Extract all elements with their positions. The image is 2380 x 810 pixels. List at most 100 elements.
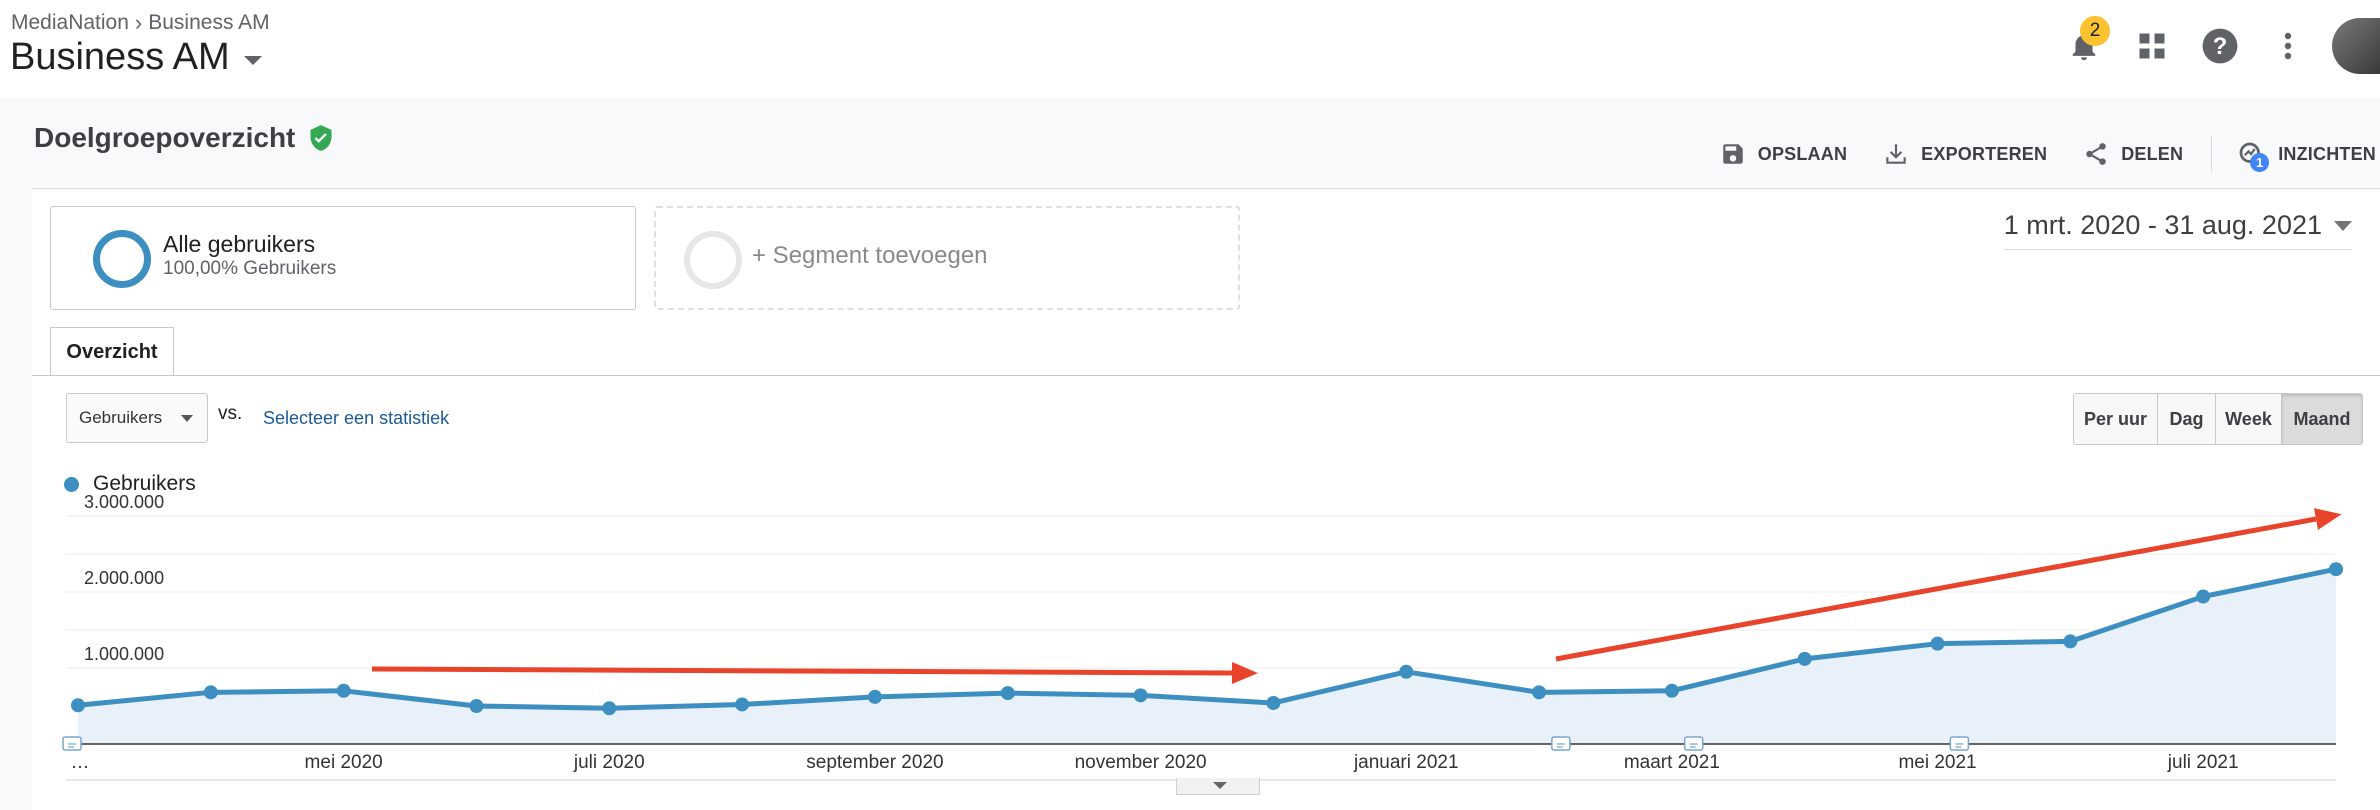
x-tick-label: maart 2021 bbox=[1624, 752, 1720, 773]
more-vert-icon bbox=[2284, 32, 2292, 60]
apps-grid-icon bbox=[2139, 33, 2165, 59]
share-icon bbox=[2086, 143, 2106, 165]
insights-label: INZICHTEN bbox=[2278, 143, 2376, 164]
segment-ring-icon bbox=[93, 230, 151, 288]
empty-segment-ring-icon bbox=[684, 231, 742, 289]
breadcrumb-org[interactable]: MediaNation bbox=[11, 11, 129, 34]
verified-shield-icon bbox=[310, 125, 332, 151]
notification-count-badge: 2 bbox=[2080, 16, 2110, 46]
more-button[interactable] bbox=[2260, 18, 2316, 74]
data-point bbox=[602, 701, 617, 716]
legend-series-label: Gebruikers bbox=[93, 472, 196, 495]
area-fill bbox=[78, 569, 2336, 744]
data-point bbox=[1664, 683, 1679, 698]
avatar[interactable] bbox=[2332, 18, 2380, 74]
insights-button[interactable]: 1 INZICHTEN bbox=[2236, 139, 2376, 172]
save-icon bbox=[1723, 144, 1743, 164]
x-tick-label: … bbox=[71, 752, 90, 773]
save-label: OPSLAAN bbox=[1757, 143, 1848, 164]
header-icons: 2 ? bbox=[2044, 16, 2380, 74]
export-label: EXPORTEREN bbox=[1921, 143, 2048, 164]
y-tick-label: 1.000.000 bbox=[84, 644, 164, 664]
granularity-hourly-button[interactable]: Per uur bbox=[2074, 394, 2158, 444]
granularity-month-button[interactable]: Maand bbox=[2282, 394, 2362, 444]
data-point bbox=[2196, 589, 2211, 604]
data-point bbox=[71, 698, 85, 713]
notifications-button[interactable]: 2 bbox=[2056, 16, 2112, 74]
report-actions: OPSLAAN EXPORTEREN DELEN 1 INZICHTEN bbox=[1684, 136, 2376, 172]
x-tick-label: mei 2020 bbox=[305, 752, 383, 773]
select-statistic-link[interactable]: Selecteer een statistiek bbox=[263, 408, 450, 428]
segment-name: Alle gebruikers bbox=[163, 231, 316, 257]
segment-percentage: 100,00% Gebruikers bbox=[163, 258, 337, 279]
top-header: MediaNation › Business AM Business AM 2 … bbox=[0, 0, 2380, 98]
flat-trend-arrow bbox=[371, 666, 1233, 676]
flat-trend-arrow-head bbox=[1231, 662, 1258, 684]
y-tick-label: 2.000.000 bbox=[84, 568, 164, 588]
help-icon: ? bbox=[2202, 28, 2238, 64]
chart-expand-handle[interactable] bbox=[1176, 778, 1260, 795]
share-button[interactable]: DELEN bbox=[2083, 141, 2183, 167]
granularity-day-button[interactable]: Dag bbox=[2158, 394, 2216, 444]
data-point bbox=[2329, 562, 2343, 577]
divider bbox=[2211, 136, 2213, 172]
data-point bbox=[1000, 686, 1015, 701]
data-point bbox=[1399, 664, 1414, 679]
rising-trend-arrow-head bbox=[2314, 508, 2342, 530]
data-point bbox=[336, 683, 351, 698]
insights-icon: 1 bbox=[2236, 139, 2270, 172]
data-point bbox=[1930, 636, 1945, 651]
legend-dot bbox=[64, 476, 79, 492]
x-tick-label: november 2020 bbox=[1075, 752, 1207, 773]
metric-select-value: Gebruikers bbox=[79, 408, 163, 427]
breadcrumb-property[interactable]: Business AM bbox=[148, 11, 270, 34]
add-segment-button[interactable]: + Segment toevoegen bbox=[654, 206, 1240, 310]
data-point bbox=[1532, 685, 1547, 700]
annotation-marker-lines bbox=[1689, 743, 1698, 748]
x-tick-label: mei 2021 bbox=[1898, 752, 1976, 773]
x-tick-label: januari 2021 bbox=[1353, 752, 1459, 773]
data-point bbox=[2063, 634, 2078, 649]
tab-overview[interactable]: Overzicht bbox=[50, 327, 174, 376]
add-segment-label: + Segment toevoegen bbox=[752, 242, 988, 269]
date-range-label: 1 mrt. 2020 - 31 aug. 2021 bbox=[2003, 210, 2322, 240]
divider bbox=[32, 375, 2380, 376]
segment-card-all-users[interactable]: Alle gebruikers 100,00% Gebruikers bbox=[50, 206, 636, 310]
data-point bbox=[203, 685, 218, 700]
save-button[interactable]: OPSLAAN bbox=[1720, 141, 1847, 167]
account-selector[interactable]: Business AM bbox=[10, 36, 262, 79]
annotation-marker-lines bbox=[1955, 743, 1964, 748]
annotation-marker-lines bbox=[1556, 743, 1565, 748]
series-line bbox=[77, 566, 2337, 711]
help-button[interactable]: ? bbox=[2192, 18, 2248, 74]
account-title: Business AM bbox=[10, 36, 230, 78]
svg-text:?: ? bbox=[2213, 33, 2228, 60]
data-point bbox=[735, 697, 750, 712]
granularity-toggle: Per uur Dag Week Maand bbox=[2073, 393, 2363, 445]
granularity-week-button[interactable]: Week bbox=[2216, 394, 2282, 444]
insights-count-badge: 1 bbox=[2250, 153, 2270, 172]
x-tick-label: september 2020 bbox=[806, 752, 943, 773]
breadcrumb: MediaNation › Business AM bbox=[11, 10, 270, 36]
apps-button[interactable] bbox=[2124, 18, 2180, 74]
share-label: DELEN bbox=[2121, 143, 2184, 164]
caret-down-icon bbox=[243, 56, 262, 65]
data-point bbox=[1797, 651, 1812, 666]
data-point bbox=[867, 689, 882, 704]
page-title: Doelgroepoverzicht bbox=[34, 122, 296, 153]
report-header: Doelgroepoverzicht bbox=[34, 122, 335, 154]
x-tick-label: juli 2021 bbox=[2167, 752, 2239, 773]
vs-label: vs. bbox=[218, 403, 243, 424]
caret-down-icon bbox=[181, 415, 193, 422]
chart-legend: Gebruikers bbox=[64, 472, 196, 496]
divider bbox=[32, 188, 2380, 189]
breadcrumb-chevron-icon: › bbox=[134, 10, 143, 35]
data-point bbox=[1133, 688, 1148, 703]
y-tick-label: 3.000.000 bbox=[84, 492, 164, 512]
export-button[interactable]: EXPORTEREN bbox=[1883, 141, 2047, 167]
metric-select[interactable]: Gebruikers bbox=[66, 393, 208, 443]
x-tick-label: juli 2020 bbox=[573, 752, 645, 773]
date-range-picker[interactable]: 1 mrt. 2020 - 31 aug. 2021 bbox=[2003, 210, 2352, 250]
rising-trend-arrow bbox=[1555, 516, 2317, 662]
